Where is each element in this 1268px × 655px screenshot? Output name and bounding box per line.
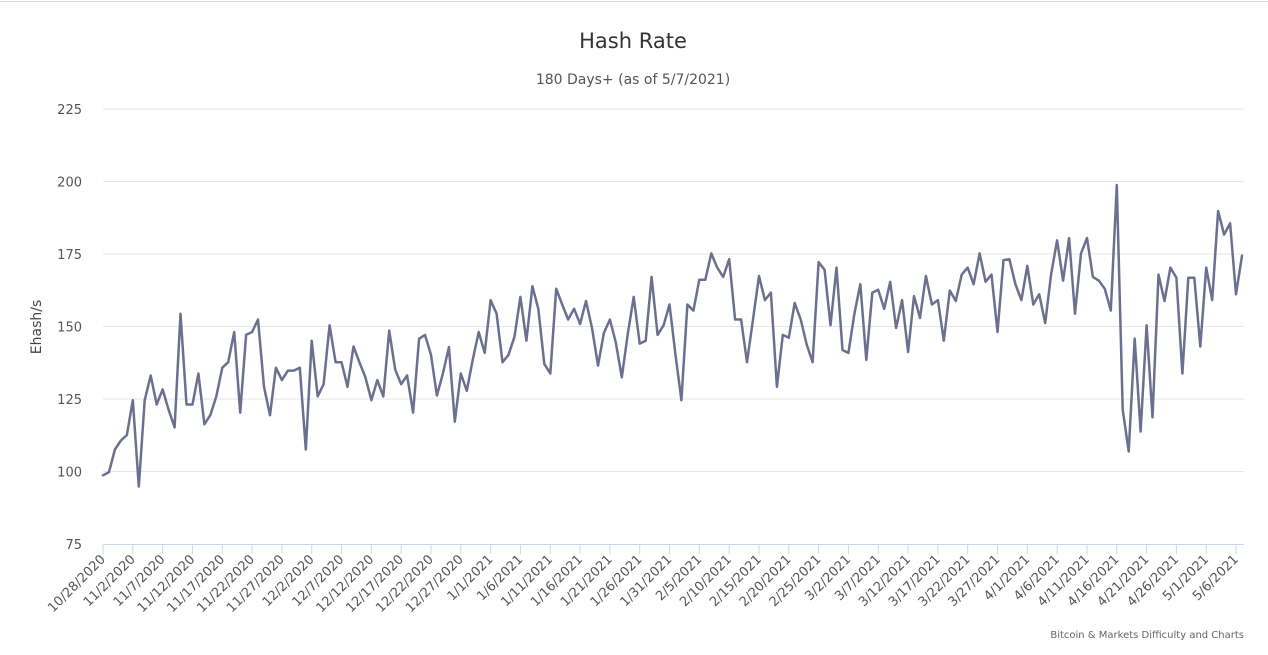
x-axis: 10/28/202011/2/202011/7/202011/12/202011… <box>45 544 1244 616</box>
y-tick-label: 200 <box>57 176 82 191</box>
y-tick-label: 150 <box>57 321 82 336</box>
y-axis-label: Ehash/s <box>29 300 45 354</box>
top-divider <box>0 1 1268 2</box>
y-tick-label: 75 <box>65 538 82 553</box>
y-axis-ticks: 75 100 125 150 175 200 225 <box>57 103 82 553</box>
y-tick-label: 175 <box>57 248 82 263</box>
credits-link[interactable]: Bitcoin & Markets Difficulty and Charts <box>1050 630 1244 641</box>
series-line <box>101 183 1244 488</box>
chart-title: Hash Rate <box>579 29 687 53</box>
y-tick-label: 125 <box>57 393 82 408</box>
y-tick-label: 100 <box>57 466 82 481</box>
series-group <box>101 183 1244 488</box>
y-tick-label: 225 <box>57 103 82 118</box>
chart-subtitle: 180 Days+ (as of 5/7/2021) <box>536 72 730 88</box>
